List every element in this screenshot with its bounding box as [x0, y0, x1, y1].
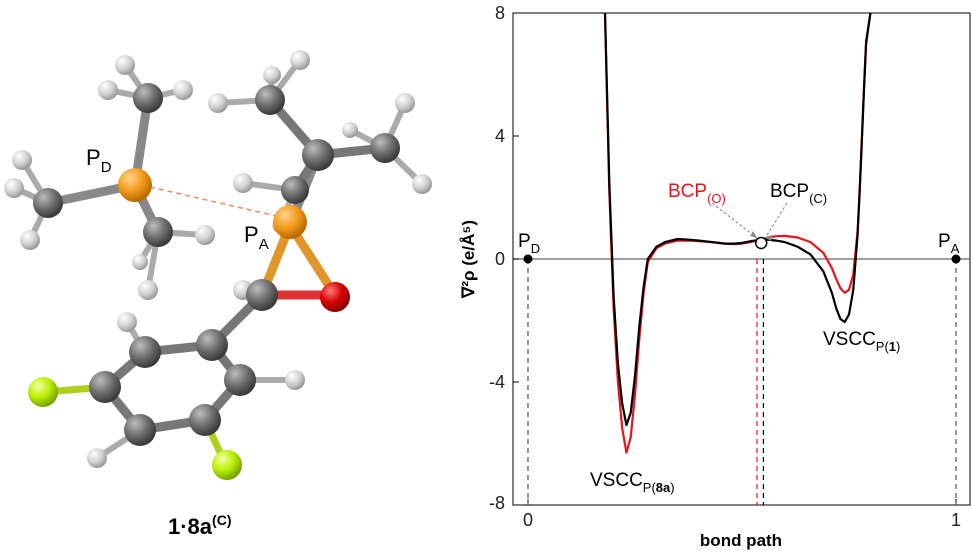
bonds — [11, 57, 425, 467]
molecule-caption: 1·8a(C) — [168, 512, 231, 539]
series-line-red — [603, 12, 872, 454]
bcp-c-label: BCP(C) — [770, 181, 827, 206]
phosphorus-atom-pd — [118, 168, 152, 202]
label-pa: PA — [244, 222, 269, 253]
bcp-o-arrowhead — [750, 231, 758, 239]
vscc-1-label: VSCCP(1) — [823, 329, 900, 354]
series-group — [603, 12, 872, 454]
bcp-c-arrowhead — [765, 235, 773, 242]
y-tick-label: 4 — [495, 126, 505, 146]
annotations: BCP(O) BCP(C) VSCCP(8a) VSCCP(1) — [590, 181, 900, 495]
x-axis-label: bond path — [700, 531, 782, 550]
fluorine-atom-2 — [212, 450, 242, 480]
oxygen-atom — [320, 282, 350, 312]
pd-pa-interaction-line — [149, 186, 286, 219]
bcp-marker — [754, 236, 768, 250]
series-line-black — [603, 12, 872, 427]
atom-point-a — [951, 254, 961, 264]
label-pd: PD — [86, 145, 112, 176]
bcp-o-label: BCP(O) — [668, 181, 726, 206]
hydrogen-atoms — [4, 50, 432, 468]
y-tick-label: -8 — [489, 493, 505, 513]
points-group: PD PA — [518, 231, 961, 264]
x-tick-label: 0 — [523, 510, 533, 530]
y-axis-ticks: -8 -4 0 4 8 — [489, 3, 519, 513]
x-tick-label: 1 — [951, 510, 961, 530]
carbon-atoms — [33, 83, 400, 446]
atom-point-label: PD — [518, 231, 540, 256]
phosphorus-atom-pa — [273, 205, 307, 239]
y-tick-label: 0 — [495, 249, 505, 269]
fluorine-atom-1 — [28, 377, 58, 407]
atom-point-d — [523, 254, 533, 264]
bcp-c-arrow — [764, 202, 788, 239]
bcp-o-arrow — [711, 202, 758, 239]
y-tick-label: 8 — [495, 3, 505, 23]
guide-lines — [527, 259, 957, 505]
vscc-8a-label: VSCCP(8a) — [590, 470, 675, 495]
molecule-structure: PD PA 1·8a(C) — [4, 50, 432, 539]
y-axis-label: ∇²ρ (e/Å⁵) — [459, 220, 478, 299]
y-tick-label: -4 — [489, 372, 505, 392]
atom-point-label: PA — [938, 231, 960, 256]
